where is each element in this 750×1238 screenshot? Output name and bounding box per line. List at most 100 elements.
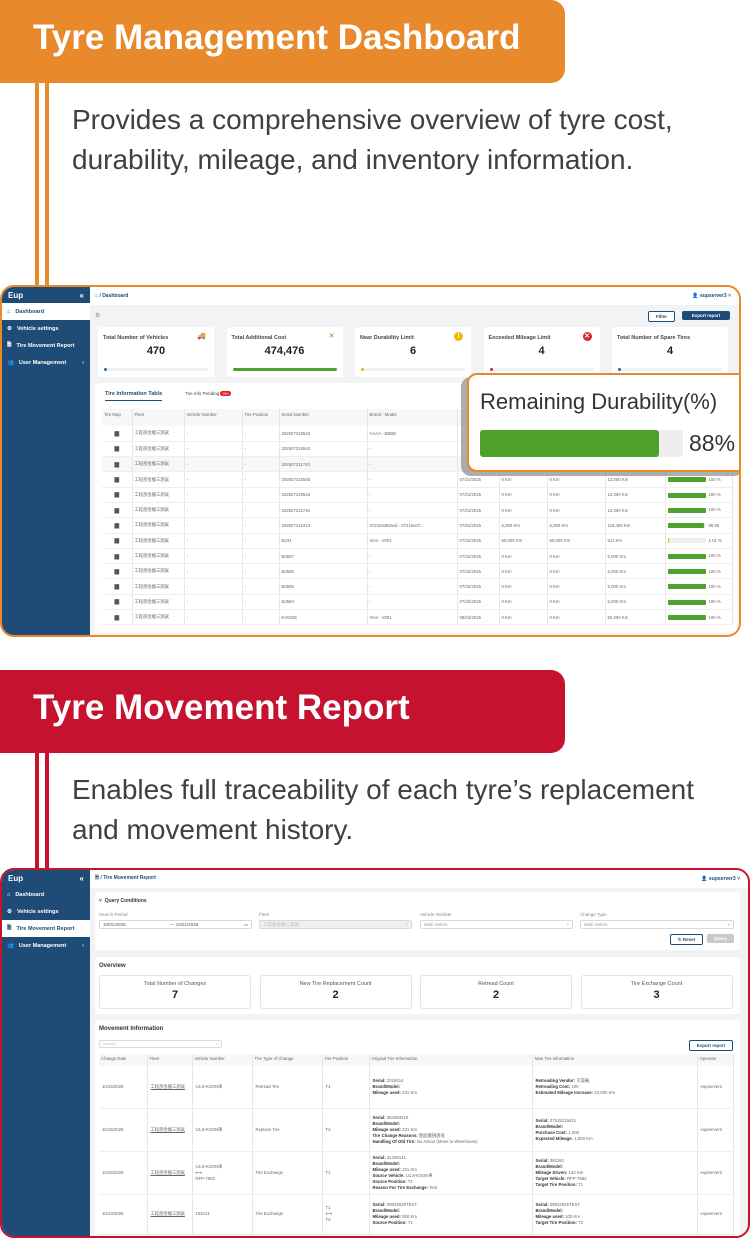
tire-map-icon[interactable]: ▆ [114, 584, 119, 590]
sidebar-item-vehicle-settings[interactable]: ⚙Vehicle settings [2, 903, 90, 920]
tab-tire-information[interactable]: Tire Information Table [105, 391, 162, 401]
durability-bar [668, 538, 706, 543]
cell-fleet: 工程部金橦三測試 [132, 548, 184, 563]
tab-tire-info-pending[interactable]: Tire Info Pending 99+ [185, 391, 231, 396]
info-value: 胎面磨損過低 [419, 1133, 445, 1138]
collapse-icon[interactable]: « [80, 874, 84, 883]
sidebar-item-user-management[interactable]: 👥User Management› [2, 354, 90, 371]
durability-bar [668, 600, 706, 605]
info-label: Brand/Model: [536, 1164, 563, 1169]
column-header: New Tire Information [532, 1054, 697, 1066]
tire-map-icon[interactable]: ▆ [114, 431, 119, 437]
truck-icon: 🚚 [197, 332, 206, 340]
summary-card[interactable]: Near Durability Limit!6 [355, 327, 471, 377]
summary-card[interactable]: Total Number of Vehicles🚚470 [98, 327, 214, 377]
cell-pos: T4 [322, 1066, 369, 1108]
tire-map-cell: ▆ [102, 487, 132, 502]
info-value: 231 Km [402, 1127, 417, 1132]
search-input[interactable]: Search⌕ [99, 1040, 222, 1048]
tire-map-icon[interactable]: ▆ [114, 538, 119, 544]
tire-map-icon[interactable]: ▆ [114, 569, 119, 575]
tire-map-cell: ▆ [102, 579, 132, 594]
connector-line [45, 83, 49, 288]
card-label: Total Number of Spare Tires [617, 335, 690, 341]
tire-map-icon[interactable]: ▆ [114, 508, 119, 514]
cell-pos: T2 [322, 1108, 369, 1151]
card-label: Exceeded Mileage Limit [489, 335, 551, 341]
collapse-icon[interactable]: « [80, 291, 84, 300]
connector-line [35, 753, 39, 871]
card-label: Total Number of Vehicles [103, 335, 168, 341]
sidebar-item-user-management[interactable]: 👥User Management› [2, 937, 90, 954]
export-report-button[interactable]: Export report [682, 311, 730, 320]
cell-date: 07/22/2025 [457, 548, 499, 563]
info-label: Mileage used: [373, 1214, 401, 1219]
cell-m2: 0 Km [547, 502, 605, 517]
durability-bar [668, 493, 706, 498]
sidebar-item-dashboard[interactable]: ⌂Dashboard [2, 886, 90, 903]
fleet-select[interactable]: 工程部金橦三測試˅ [259, 920, 412, 929]
tire-map-icon[interactable]: ▆ [114, 477, 119, 483]
summary-card[interactable]: Exceeded Mileage Limit✕4 [484, 327, 600, 377]
tire-map-icon[interactable]: ▆ [114, 462, 119, 468]
vehicle-number-select[interactable]: Multi Select˅ [420, 920, 573, 929]
tire-map-icon[interactable]: ▆ [114, 615, 119, 621]
report-screenshot: Eup« ⌂Dashboard⚙Vehicle settings🗎Tire Mo… [0, 868, 750, 1238]
cell-veh: - [184, 502, 242, 517]
sidebar: Eup« ⌂Dashboard⚙Vehicle settings🗎Tire Mo… [2, 287, 90, 635]
cell-pos: - [242, 426, 279, 441]
sidebar-item-dashboard[interactable]: ⌂Dashboard [2, 303, 90, 320]
info-value: 384384318 [387, 1115, 409, 1120]
user-menu[interactable]: 👤 eupserver3 ˅ [701, 876, 740, 882]
cell-fleet: 工程部金橦三測試 [147, 1194, 192, 1234]
reset-button[interactable]: ↻ Reset [670, 934, 703, 945]
tire-map-icon[interactable]: ▆ [114, 554, 119, 560]
query-conditions-toggle[interactable]: ˅ Query Conditions [99, 898, 147, 904]
filter-button[interactable]: Filter [648, 311, 675, 322]
cell-fleet: 工程部金橦三測試 [132, 564, 184, 579]
cell-date: 10/15/2025 [99, 1108, 147, 1151]
summary-card[interactable]: Total Additional Cost✕474,476 [227, 327, 343, 377]
settings-icon[interactable]: ⚙ [95, 312, 100, 319]
tire-map-icon[interactable]: ▆ [114, 599, 119, 605]
sidebar-item-tire-movement-report[interactable]: 🗎Tire Movement Report [2, 920, 90, 937]
change-type-select[interactable]: Multi Select˅ [580, 920, 734, 929]
tire-map-icon[interactable]: ▆ [114, 492, 119, 498]
cell-pos: - [242, 579, 279, 594]
durability-fill [668, 615, 706, 620]
export-report-button[interactable]: Export report [689, 1040, 733, 1051]
tire-map-icon[interactable]: ▆ [114, 523, 119, 529]
cell-serial: B234 [279, 533, 367, 548]
query-button[interactable]: Query [707, 934, 734, 943]
cell-vehicle: U1.8-KSON車⟷RFP-7582 [192, 1151, 252, 1194]
sidebar-item-tire-movement-report[interactable]: 🗎Tire Movement Report [2, 337, 90, 354]
durability-bar [668, 477, 706, 482]
info-label: Retreading Vendor: [536, 1078, 576, 1083]
cell-veh: - [184, 610, 242, 625]
cell-m3: 5,000 Km [605, 579, 665, 594]
durability-fill [668, 508, 706, 513]
date-range-input[interactable]: 10/01/2025— 10/21/2025▭ [99, 920, 252, 929]
cell-type: Retread Tire [252, 1066, 322, 1108]
sidebar-item-vehicle-settings[interactable]: ⚙Vehicle settings [2, 320, 90, 337]
user-menu[interactable]: 👤 eupserver3 ˅ [692, 293, 731, 299]
tire-map-icon[interactable]: ▆ [114, 446, 119, 452]
